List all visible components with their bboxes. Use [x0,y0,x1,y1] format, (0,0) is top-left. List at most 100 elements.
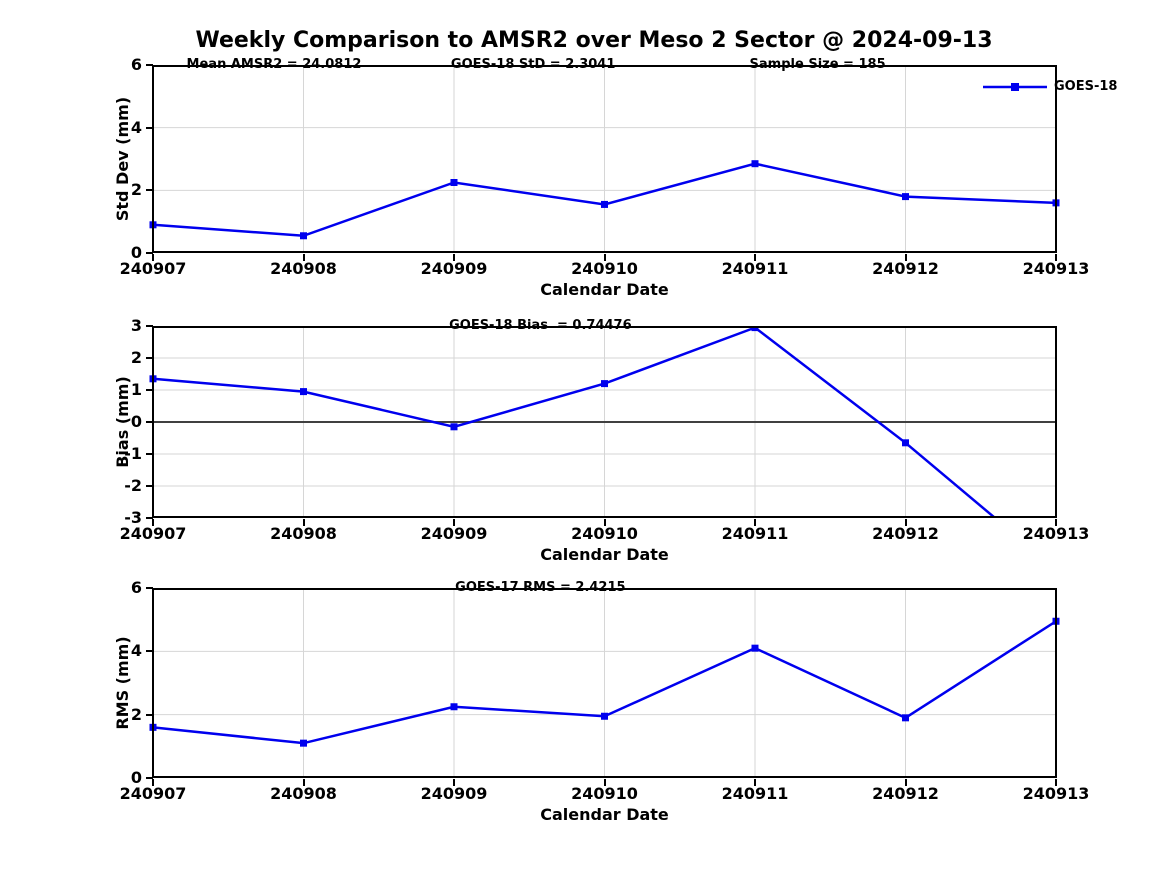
y-tick-mark [146,126,153,129]
data-point-marker [902,193,909,201]
x-tick-mark [754,519,756,526]
axes-frame [152,326,1057,518]
annotation: GOES-18 StD = 2.3041 [450,57,616,72]
y-tick-label: -2 [124,476,142,495]
data-point-marker [450,703,458,711]
chart-title: Weekly Comparison to AMSR2 over Meso 2 S… [195,28,993,53]
x-tick-label: 240907 [119,784,187,803]
legend-line-sample [983,83,1047,91]
data-point-marker [450,179,458,186]
data-point-marker [300,739,307,747]
data-point-marker [149,375,157,383]
y-tick-mark [146,189,153,192]
x-tick-mark [603,254,606,261]
axes-frame [152,65,1057,253]
annotation: Sample Size = 185 [749,57,886,72]
data-point-marker [751,644,759,652]
y-tick-mark [146,777,153,779]
x-tick-label: 240912 [872,259,939,278]
data-point-marker [601,380,608,388]
x-axis-label: Calendar Date [540,280,669,299]
y-tick-mark [146,252,153,254]
data-point-marker [751,160,759,168]
x-tick-mark [904,779,907,786]
x-tick-label: 240909 [420,259,488,278]
x-tick-mark [603,519,606,526]
y-tick-mark [146,517,153,519]
data-point-marker [450,423,458,431]
x-tick-label: 240911 [721,784,789,803]
y-tick-label: 2 [130,348,142,367]
x-tick-label: 240913 [1022,784,1090,803]
y-tick-mark [146,64,153,66]
x-tick-label: 240912 [872,784,939,803]
y-tick-label: 2 [130,180,142,200]
x-tick-mark [302,779,305,786]
y-tick-mark [146,485,153,487]
data-point-marker [149,723,157,731]
x-tick-label: 240911 [721,259,789,278]
y-tick-label: -3 [124,508,142,527]
x-tick-mark [152,254,154,261]
x-tick-mark [603,779,606,786]
stddev-plot-area [149,65,1060,253]
data-point-marker [300,388,307,396]
y-tick-mark [146,650,153,653]
data-point-marker [902,714,909,722]
x-tick-mark [453,254,455,261]
y-tick-label: -1 [124,444,142,463]
data-line [153,162,1056,238]
x-tick-label: 240910 [571,784,638,803]
y-tick-mark [146,713,153,716]
y-axis-label: Bias (mm) [113,376,132,468]
y-tick-mark [146,357,153,359]
x-tick-label: 240911 [721,524,789,543]
data-point-marker [601,712,608,720]
data-point-marker [902,439,909,447]
rms-plot-area [149,588,1060,778]
annotation: GOES-18 Bias = 0.74476 [449,318,632,333]
bias-plot-area [149,326,1057,518]
x-tick-mark [754,254,756,261]
y-tick-mark [146,325,153,327]
x-tick-mark [302,519,305,526]
x-axis-label: Calendar Date [540,545,669,564]
annotation: Mean AMSR2 = 24.0812 [186,57,362,72]
x-tick-label: 240908 [270,524,337,543]
legend: GOES-18 [983,78,1117,96]
x-tick-mark [1055,254,1057,261]
x-tick-mark [152,779,154,786]
x-tick-label: 240908 [270,784,337,803]
x-tick-mark [1055,779,1057,786]
x-tick-mark [152,519,154,526]
y-tick-mark [146,389,153,391]
axes-frame [152,588,1057,778]
y-tick-label: 0 [130,768,142,787]
x-axis-label: Calendar Date [540,805,669,824]
annotation: GOES-17 RMS = 2.4215 [455,580,626,595]
data-point-marker [149,221,157,229]
x-tick-label: 240909 [420,784,488,803]
y-tick-label: 3 [130,316,142,335]
data-line [153,620,1056,745]
x-tick-label: 240907 [119,524,187,543]
data-line [153,326,997,518]
x-tick-label: 240907 [119,259,187,278]
y-tick-label: 0 [130,412,142,431]
x-tick-mark [302,254,305,261]
y-tick-label: 6 [130,578,142,597]
y-tick-mark [146,587,153,589]
y-tick-label: 4 [130,641,142,661]
x-tick-mark [904,254,907,261]
data-point-marker [1052,617,1060,625]
y-tick-label: 2 [130,704,142,724]
x-tick-label: 240910 [571,259,638,278]
data-point-marker [751,326,759,332]
y-tick-label: 4 [130,117,142,137]
x-tick-mark [453,779,455,786]
y-axis-label: RMS (mm) [113,636,132,730]
x-tick-label: 240908 [270,259,337,278]
data-point-marker [1052,199,1060,207]
